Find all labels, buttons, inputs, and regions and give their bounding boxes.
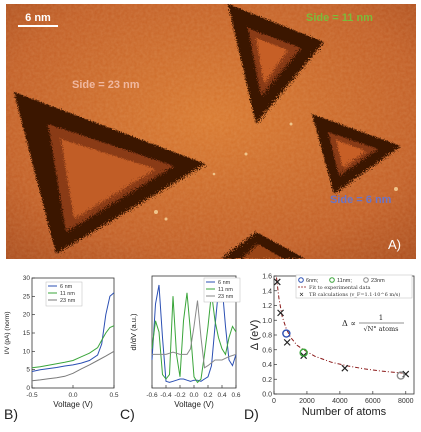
y-tick-label: 10 bbox=[23, 348, 31, 355]
y-axis-label: Δ (eV) bbox=[250, 320, 261, 351]
x-tick-label: 8000 bbox=[398, 398, 414, 405]
exp-point-6nm bbox=[282, 329, 291, 338]
legend-entry: 6 nm bbox=[60, 284, 73, 290]
triangle-partial bbox=[221, 232, 306, 259]
stm-image bbox=[6, 4, 416, 259]
legend-entry: 11nm; bbox=[337, 278, 352, 284]
x-axis-label: Voltage (V) bbox=[174, 400, 214, 409]
formula-denominator: √N° atoms bbox=[363, 325, 398, 333]
y-tick-label: 1.4 bbox=[262, 288, 272, 295]
x-tick-label: -0.5 bbox=[26, 392, 38, 399]
series-line-11nm bbox=[31, 325, 115, 369]
chart-b: -0.5 0.0 0.5 0 5 10 15 20 25 30 Voltage (V) I/V (pA… bbox=[4, 275, 119, 409]
x-tick-label: 6000 bbox=[365, 398, 381, 405]
y-axis-label: dI/dV (a.u.) bbox=[129, 313, 138, 351]
panel-b-label: B) bbox=[4, 406, 18, 422]
legend-marker bbox=[298, 277, 304, 283]
series-line-6nm bbox=[31, 292, 115, 372]
legend-marker bbox=[363, 277, 369, 283]
y-tick-label: 0.0 bbox=[262, 392, 272, 399]
x-tick-label: 0.4 bbox=[217, 392, 226, 399]
x-tick-label: 0.2 bbox=[203, 392, 212, 399]
side-label-23nm: Side = 23 nm bbox=[72, 79, 140, 91]
x-tick-label: 0.0 bbox=[189, 392, 198, 399]
y-tick-label: 20 bbox=[23, 312, 31, 319]
panel-c-label: C) bbox=[120, 406, 135, 422]
panel-a-label: A) bbox=[388, 237, 401, 252]
x-tick-label: 0.0 bbox=[68, 392, 77, 399]
legend-entry: 6 nm bbox=[218, 280, 231, 286]
chart-d: 0 2000 4000 6000 8000 0.0 0.2 0.4 0.6 0.8 1.0 1.2 1.… bbox=[250, 274, 415, 418]
tb-point bbox=[341, 364, 349, 372]
legend-entry: 23 nm bbox=[60, 298, 76, 304]
y-tick-label: 0 bbox=[26, 385, 30, 392]
legend-entry: 23nm bbox=[371, 278, 385, 284]
x-axis-label: Number of atoms bbox=[302, 406, 387, 418]
legend-entry: 23 nm bbox=[218, 294, 234, 300]
panel-d: 0 2000 4000 6000 8000 0.0 0.2 0.4 0.6 0.8 1.0 1.2 1.… bbox=[244, 266, 421, 432]
scale-bar-label: 6 nm bbox=[25, 12, 51, 24]
legend-entry: Fit to experimental data bbox=[309, 285, 370, 291]
y-tick-label: 15 bbox=[23, 330, 31, 337]
y-tick-label: 30 bbox=[23, 275, 31, 282]
side-label-11nm: Side = 11 nm bbox=[306, 12, 373, 24]
formula-lhs: Δ ∝ bbox=[342, 319, 356, 328]
legend-tb-marker: ✕ bbox=[299, 293, 304, 299]
y-tick-label: 25 bbox=[23, 293, 31, 300]
y-axis-label: I/V (pA) (norm) bbox=[4, 312, 11, 355]
x-tick-label: 2000 bbox=[299, 398, 315, 405]
y-tick-label: 0.2 bbox=[262, 377, 272, 384]
series-line-23nm bbox=[152, 300, 237, 369]
formula-numerator: 1 bbox=[379, 314, 383, 322]
x-tick-label: -0.6 bbox=[146, 392, 158, 399]
tb-point bbox=[283, 338, 291, 346]
y-tick-label: 1.2 bbox=[262, 303, 272, 310]
x-tick-label: -0.4 bbox=[160, 392, 172, 399]
chart-c: -0.6 -0.4 -0.2 0.0 0.2 0.4 0.6 Voltage (V) dI/dV… bbox=[129, 275, 241, 409]
x-tick-label: 0 bbox=[272, 398, 276, 405]
scale-bar: 6 nm bbox=[18, 12, 58, 27]
side-label-6nm: Side = 6 nm bbox=[330, 194, 392, 206]
series-line-23nm bbox=[31, 350, 115, 382]
x-tick-label: 0.6 bbox=[231, 392, 240, 399]
legend-entry: TB calculations (v_F=1.1·10^6 m/s) bbox=[309, 291, 400, 298]
y-tick-label: 5 bbox=[26, 367, 30, 374]
exp-point-23nm bbox=[396, 371, 406, 380]
y-tick-label: 1.0 bbox=[262, 318, 272, 325]
tb-point bbox=[273, 278, 281, 286]
tb-point bbox=[277, 309, 285, 317]
legend-entry: 11 nm bbox=[60, 291, 75, 297]
panel-c: -0.6 -0.4 -0.2 0.0 0.2 0.4 0.6 Voltage (V) dI/dV… bbox=[120, 266, 250, 432]
panel-d-label: D) bbox=[244, 406, 259, 422]
y-tick-label: 0.6 bbox=[262, 347, 272, 354]
legend-entry: 11 nm bbox=[218, 287, 233, 293]
series-line-11nm bbox=[151, 292, 237, 384]
y-tick-label: 0.8 bbox=[262, 333, 272, 340]
x-tick-label: 0.5 bbox=[109, 392, 118, 399]
legend-entry: 6nm; bbox=[306, 278, 319, 284]
triangle-11nm bbox=[228, 4, 324, 124]
panel-b: -0.5 0.0 0.5 0 5 10 15 20 25 30 Voltage (V) I/V (pA… bbox=[0, 266, 128, 432]
triangle-23nm bbox=[14, 92, 206, 254]
x-tick-label: 4000 bbox=[332, 398, 348, 405]
exp-point-11nm bbox=[299, 348, 308, 357]
x-tick-label: -0.2 bbox=[174, 392, 186, 399]
triangle-6nm bbox=[312, 114, 401, 194]
y-tick-label: 1.6 bbox=[262, 274, 272, 281]
stm-image-panel: 6 nm Side = 23 nm Side = 11 nm Side = 6 … bbox=[6, 4, 416, 259]
x-axis-label: Voltage (V) bbox=[53, 400, 93, 409]
legend-marker bbox=[329, 277, 335, 283]
y-tick-label: 0.4 bbox=[262, 362, 272, 369]
legend-box bbox=[295, 274, 413, 299]
